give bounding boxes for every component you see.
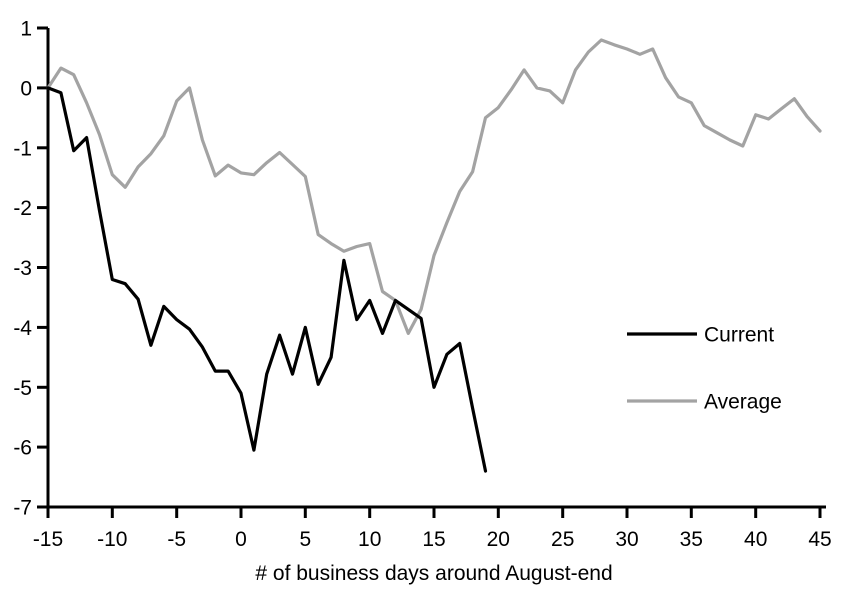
y-tick-label: -2: [13, 197, 32, 220]
x-tick-label: 45: [808, 528, 831, 551]
legend-label-average: Average: [704, 391, 782, 414]
y-tick-label: -3: [13, 257, 32, 280]
y-tick-label: -7: [13, 497, 32, 520]
x-tick-label: 30: [615, 528, 638, 551]
x-tick-label: 40: [744, 528, 767, 551]
y-tick-label: -6: [13, 437, 32, 460]
x-tick-label: -10: [97, 528, 127, 551]
y-tick-label: 0: [20, 77, 32, 100]
legend: Current Average: [627, 324, 782, 414]
legend-label-current: Current: [704, 324, 774, 347]
x-tick-label: 35: [680, 528, 703, 551]
series-line-current: [46, 86, 488, 473]
y-tick-label: 1: [20, 18, 32, 41]
x-tick-label: 20: [487, 528, 510, 551]
series-layer: [46, 38, 822, 473]
x-axis-title: # of business days around August-end: [255, 562, 612, 585]
x-tick-label: 15: [422, 528, 445, 551]
x-tick-label: -5: [167, 528, 186, 551]
x-tick-label: 0: [235, 528, 247, 551]
y-tick-label: -1: [13, 137, 32, 160]
x-tick-label: 25: [551, 528, 574, 551]
x-tick-label: 5: [299, 528, 311, 551]
x-tick-label: 10: [358, 528, 381, 551]
y-tick-label: -5: [13, 377, 32, 400]
y-tick-label: -4: [13, 317, 32, 340]
series-line-average: [46, 38, 822, 335]
axes-layer: 10-1-2-3-4-5-6-7-15 -10 -5 0 5 10 15 20 25 30 35 40…: [13, 18, 831, 552]
x-tick-label: -15: [33, 528, 63, 551]
